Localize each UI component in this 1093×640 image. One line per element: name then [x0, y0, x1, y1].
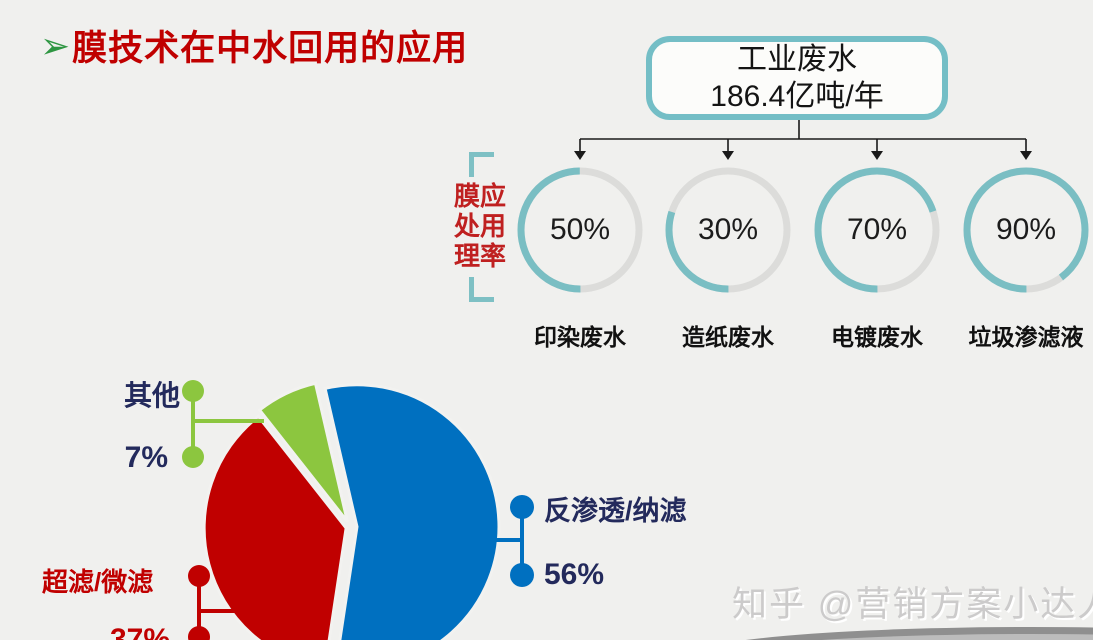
- pie-percent-ro-nf: 56%: [544, 558, 605, 591]
- pie-label-other: 其他: [123, 380, 180, 411]
- ring-percent: 70%: [846, 213, 908, 246]
- pie-chart: [202, 381, 501, 640]
- slide-title-text: 膜技术在中水回用的应用: [72, 29, 469, 68]
- pie-label-uf-mf: 超滤/微滤: [42, 567, 154, 597]
- watermark-text: 知乎 @营销方案小达人: [732, 585, 1093, 624]
- ring-percent: 90%: [995, 213, 1057, 246]
- arrow-down-icon: [1020, 151, 1032, 160]
- slide-title: ➢ 膜技术在中水回用的应用: [40, 20, 468, 71]
- membrane-rate-label-row: 膜应: [453, 181, 506, 211]
- pie-label-ro-nf: 反渗透/纳滤: [544, 496, 687, 526]
- donut-ring-dyeing: 50%: [516, 166, 644, 294]
- bullet-arrow-icon: ➢: [40, 24, 71, 66]
- ring-percent: 30%: [697, 213, 759, 246]
- bracket-bottom-icon: [469, 277, 494, 302]
- pie-percent-uf-mf: 37%: [110, 623, 171, 640]
- bracket-top-icon: [469, 152, 494, 177]
- donut-ring-plating: 70%: [813, 166, 941, 294]
- membrane-rate-label-row: 理率: [453, 241, 506, 271]
- root-node-title: 工业废水: [737, 43, 857, 76]
- donut-ring-svg: [665, 167, 791, 293]
- ring-percent: 50%: [549, 213, 611, 246]
- ring-category-label: 印染废水: [534, 324, 626, 350]
- membrane-rate-label-row: 处用: [453, 211, 506, 241]
- pie-slice: [257, 381, 349, 523]
- pie-percent-other: 7%: [124, 441, 168, 474]
- arrow-down-icon: [574, 151, 586, 160]
- ring-category-label: 垃圾渗滤液: [968, 324, 1084, 350]
- donut-ring-svg: [963, 167, 1089, 293]
- root-node-value: 186.4亿吨/年: [710, 80, 884, 113]
- donut-ring-svg: [517, 167, 643, 293]
- donut-ring-svg: [814, 167, 940, 293]
- membrane-rate-label: 膜应 处用 理率: [446, 181, 514, 271]
- pie-slice: [323, 383, 501, 640]
- arrow-down-icon: [722, 151, 734, 160]
- ring-category-label: 造纸废水: [682, 324, 774, 350]
- donut-ring-paper: 30%: [664, 166, 792, 294]
- ring-category-label: 电镀废水: [831, 324, 923, 350]
- pie-slice: [202, 414, 348, 640]
- donut-ring-leachate: 90%: [962, 166, 1090, 294]
- root-node-box: 工业废水 186.4亿吨/年: [646, 36, 948, 120]
- arrow-down-icon: [871, 151, 883, 160]
